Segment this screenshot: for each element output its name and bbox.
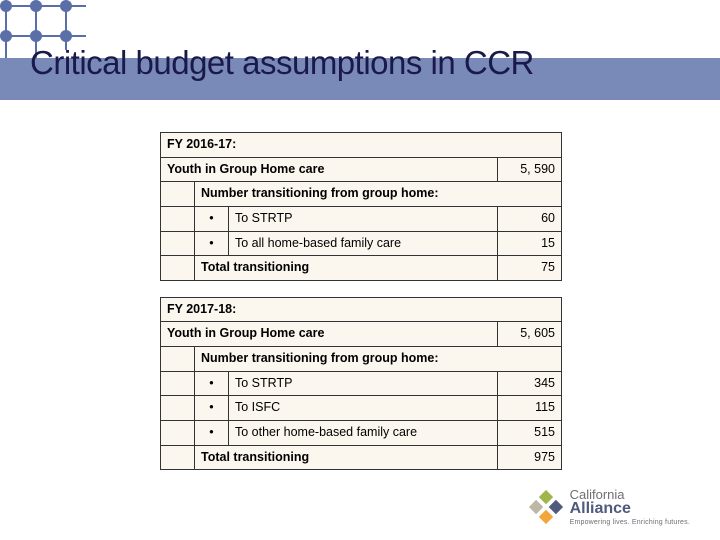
footer-logo: California Alliance Empowering lives. En… xyxy=(528,488,690,526)
group-value: 5, 590 xyxy=(498,157,562,182)
row-label: To other home-based family care xyxy=(229,420,498,445)
row-value: 345 xyxy=(498,371,562,396)
group-label: Youth in Group Home care xyxy=(161,157,498,182)
row-value: 115 xyxy=(498,396,562,421)
table-row: •To STRTP60 xyxy=(161,206,562,231)
table-row: •To ISFC115 xyxy=(161,396,562,421)
page-title: Critical budget assumptions in CCR xyxy=(30,44,534,82)
logo-line2: Alliance xyxy=(570,501,690,517)
sub-header: Number transitioning from group home: xyxy=(195,347,562,372)
total-label: Total transitioning xyxy=(195,256,498,281)
table-row: •To other home-based family care515 xyxy=(161,420,562,445)
row-label: To ISFC xyxy=(229,396,498,421)
row-value: 515 xyxy=(498,420,562,445)
total-value: 75 xyxy=(498,256,562,281)
bullet-icon: • xyxy=(195,420,229,445)
sub-header: Number transitioning from group home: xyxy=(195,182,562,207)
row-value: 60 xyxy=(498,206,562,231)
row-value: 15 xyxy=(498,231,562,256)
data-table-0: FY 2016-17:Youth in Group Home care5, 59… xyxy=(160,132,562,281)
bullet-icon: • xyxy=(195,231,229,256)
row-label: To STRTP xyxy=(229,206,498,231)
row-label: To STRTP xyxy=(229,371,498,396)
tables-container: FY 2016-17:Youth in Group Home care5, 59… xyxy=(160,132,562,486)
fy-header: FY 2017-18: xyxy=(161,297,562,322)
bullet-icon: • xyxy=(195,396,229,421)
total-label: Total transitioning xyxy=(195,445,498,470)
bullet-icon: • xyxy=(195,206,229,231)
logo-tagline: Empowering lives. Enriching futures. xyxy=(570,519,690,526)
group-label: Youth in Group Home care xyxy=(161,322,498,347)
row-label: To all home-based family care xyxy=(229,231,498,256)
total-value: 975 xyxy=(498,445,562,470)
table-row: •To STRTP345 xyxy=(161,371,562,396)
bullet-icon: • xyxy=(195,371,229,396)
table-row: •To all home-based family care15 xyxy=(161,231,562,256)
data-table-1: FY 2017-18:Youth in Group Home care5, 60… xyxy=(160,297,562,470)
logo-mark xyxy=(528,489,564,525)
group-value: 5, 605 xyxy=(498,322,562,347)
fy-header: FY 2016-17: xyxy=(161,133,562,158)
